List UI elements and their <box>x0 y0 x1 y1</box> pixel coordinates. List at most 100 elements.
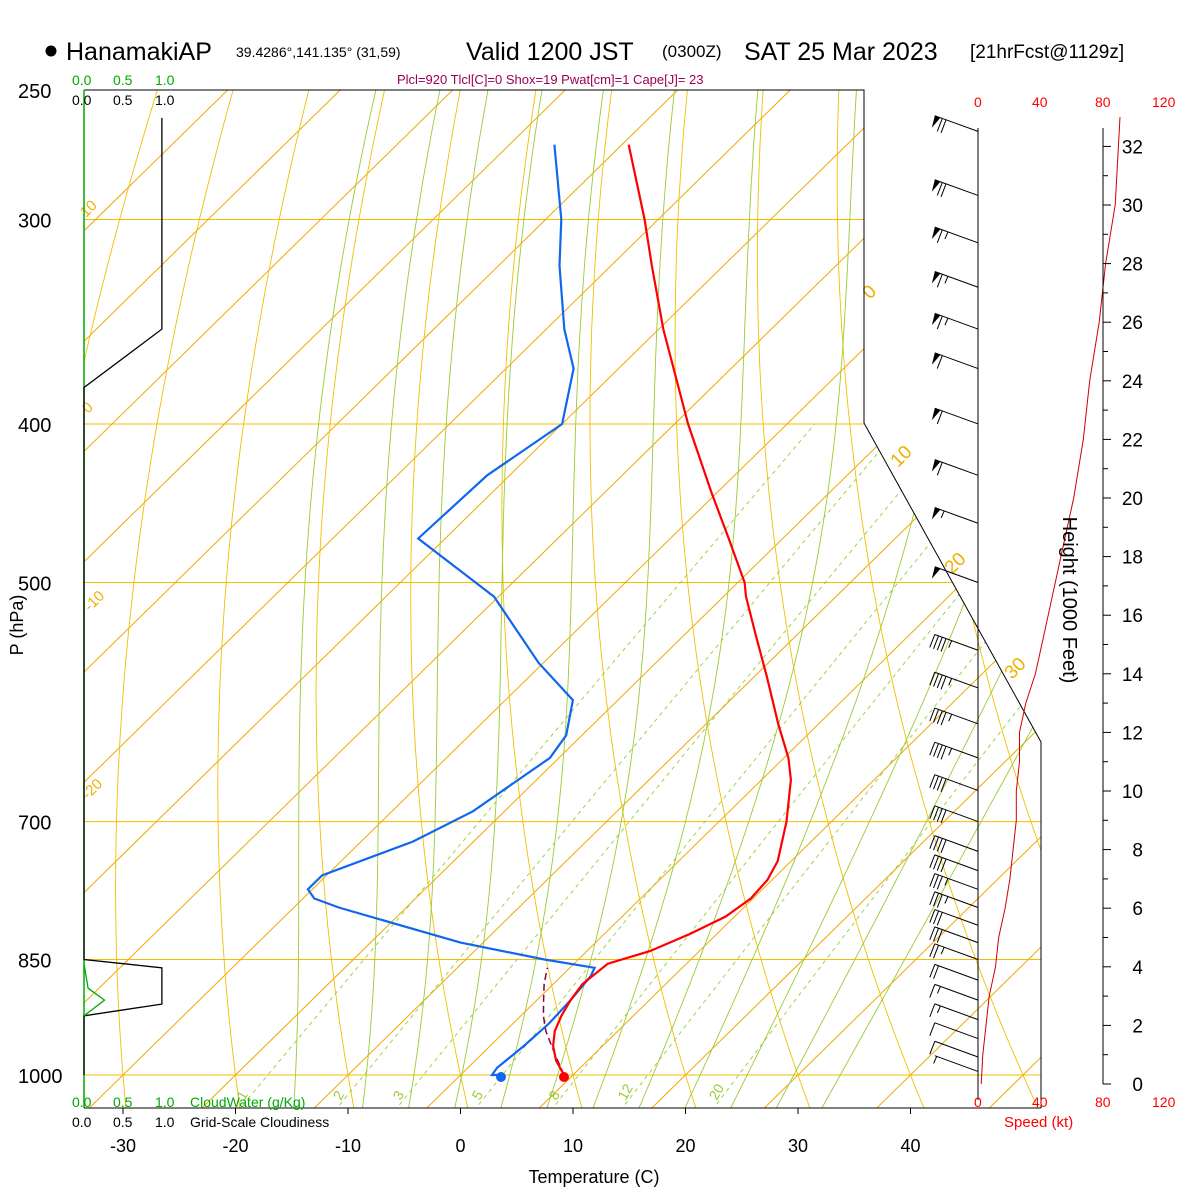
wind-barb <box>929 835 979 853</box>
dry-adiabat <box>410 90 474 1108</box>
cloudwater-tick-top-1: 0.5 <box>113 72 133 88</box>
speed-tick-bottom-2: 80 <box>1095 1094 1111 1110</box>
wind-barb-flag <box>936 929 943 943</box>
height-tick-label: 2 <box>1132 1016 1143 1037</box>
wind-barb-staff <box>934 1022 979 1040</box>
wind-barb-half-flag <box>933 1056 938 1064</box>
tick-labels: -30 -20 -10 0 10 20 30 402503004005007008501000… <box>18 81 1143 1156</box>
wind-barb-staff <box>934 566 979 583</box>
wind-barb-half-flag <box>944 231 949 240</box>
isotherm-label: 30 <box>1001 654 1031 684</box>
wind-barb <box>931 271 979 288</box>
wind-barb <box>929 983 979 1001</box>
profiles <box>306 144 793 1082</box>
wind-barb-half-flag <box>940 947 945 955</box>
isotherm-line <box>84 90 483 1108</box>
parcel-info: Plcl=920 Tlcl[C]=0 Shox=19 Pwat[cm]=1 Ca… <box>397 72 704 87</box>
wind-barb <box>931 226 979 244</box>
moist-adiabat <box>494 90 609 1108</box>
pressure-tick-label: 300 <box>18 211 51 233</box>
mixing-ratio-line <box>697 423 1041 1108</box>
wind-barb <box>929 774 979 793</box>
wind-barb-flag <box>940 183 947 198</box>
wind-barb-flag <box>929 1003 936 1018</box>
dewpoint-line <box>306 144 597 1077</box>
wind-barb-flag <box>929 909 936 923</box>
wind-barb-staff <box>934 671 979 689</box>
cloudwater-tick-bottom-0: 0.0 <box>72 1094 92 1110</box>
wind-barb <box>929 634 979 652</box>
wind-barb-flag <box>929 741 936 756</box>
cloudiness-tick-bottom-1: 0.5 <box>113 1114 133 1130</box>
height-tick-label: 6 <box>1132 899 1143 920</box>
wind-barb-staff <box>934 352 979 370</box>
isotherm-label: 10 <box>77 197 101 221</box>
background-lines <box>84 90 1041 1108</box>
cloudwater-tick-bottom-1: 0.5 <box>113 1094 133 1110</box>
wind-barb-staff <box>934 1055 979 1072</box>
moist-adiabat <box>404 90 494 1108</box>
forecast-info: [21hrFcst@1129z] <box>970 42 1124 63</box>
height-tick-label: 28 <box>1122 255 1143 276</box>
isotherm-line <box>649 90 1041 1108</box>
wind-barb-half-flag <box>944 896 949 904</box>
wind-barb-flag <box>936 912 943 926</box>
isotherm-line <box>312 90 1041 1108</box>
height-tick-label: 26 <box>1122 313 1143 334</box>
wind-barb-staff <box>934 115 979 132</box>
wind-barb <box>929 854 979 873</box>
wind-barb-flag <box>933 910 939 925</box>
moist-adiabat <box>809 90 1041 1108</box>
wind-barb-flag <box>936 744 943 759</box>
wind-barb-flag <box>929 873 936 887</box>
wind-barb-half-flag <box>940 510 945 519</box>
mixing-ratio-line <box>605 423 1041 1108</box>
x-axis-title: Temperature (C) <box>528 1167 659 1187</box>
wind-barb <box>931 312 979 330</box>
wind-barb-flag <box>936 674 943 689</box>
isotherm-line <box>987 90 1041 1108</box>
wind-barb-flag <box>933 874 939 889</box>
wind-barb-staff <box>934 741 979 759</box>
isotherm-line <box>199 90 1041 1108</box>
wind-speed-panel <box>977 117 1121 1100</box>
cloudwater-tick-bottom-2: 1.0 <box>155 1094 175 1110</box>
wind-barb-flag <box>940 746 947 760</box>
cloudiness-label: Grid-Scale Cloudiness <box>190 1114 329 1130</box>
wind-barb-half-flag <box>948 678 953 686</box>
cloudiness-tick-top-0: 0.0 <box>72 92 92 108</box>
wind-barb <box>929 963 979 981</box>
wind-barb <box>929 805 979 824</box>
dry-adiabat <box>989 90 1041 1108</box>
valid-prefix: Valid 1200 JST <box>466 38 634 66</box>
wind-barb <box>931 115 979 133</box>
wind-barb-flag <box>929 943 936 957</box>
plot-frame <box>83 89 1042 1109</box>
wind-barb-half-flag <box>936 986 941 994</box>
wind-barb-pennant <box>931 115 941 128</box>
wind-barb-flag <box>936 838 943 852</box>
wind-barb-staff <box>934 909 979 926</box>
speed-tick-bottom-1: 40 <box>1032 1094 1048 1110</box>
moist-adiabat <box>719 90 1041 1108</box>
wind-barb-staff <box>934 873 979 890</box>
wind-barb <box>929 671 979 690</box>
wind-barb-staff <box>934 226 979 244</box>
wind-barb-flag <box>940 778 947 793</box>
x-tick-label: 0 <box>455 1136 465 1156</box>
wind-barb-flag <box>933 965 939 979</box>
wind-barb-flag <box>936 355 943 369</box>
temperature-surface-dot <box>559 1072 569 1082</box>
speed-tick-top-3: 120 <box>1152 94 1176 110</box>
wind-barb-flag <box>936 777 943 791</box>
wind-barb-flag <box>940 809 947 824</box>
height-tick-label: 24 <box>1122 372 1144 393</box>
wind-barb-staff <box>934 407 979 425</box>
wind-barb-flag <box>933 673 939 687</box>
speed-tick-top-2: 80 <box>1095 94 1111 110</box>
height-axis-title: Height (1000 Feet) <box>1058 517 1080 684</box>
station-dot-icon <box>45 45 57 57</box>
dry-adiabat <box>756 90 934 1108</box>
wind-barb-flag <box>936 710 943 724</box>
height-tick-label: 4 <box>1132 958 1143 979</box>
